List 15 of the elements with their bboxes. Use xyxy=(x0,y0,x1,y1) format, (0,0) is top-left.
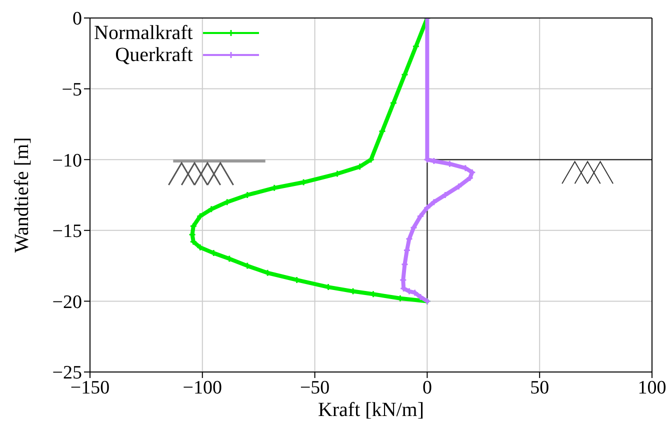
y-tick-label: 0 xyxy=(72,8,82,30)
y-tick-label: −15 xyxy=(52,221,82,242)
y-tick-label: −10 xyxy=(52,150,82,172)
y-tick-label: −5 xyxy=(62,80,82,101)
x-tick-label: 0 xyxy=(422,377,432,398)
x-tick-label: 50 xyxy=(530,377,550,398)
y-axis-title: Wandtiefe [m] xyxy=(11,137,33,253)
x-tick-label: −100 xyxy=(182,377,222,398)
legend-label: Querkraft xyxy=(115,44,193,66)
legend-label: Normalkraft xyxy=(94,22,193,44)
y-tick-label: −20 xyxy=(52,292,82,313)
y-tick-label: −25 xyxy=(52,362,82,384)
x-tick-label: −50 xyxy=(300,377,330,398)
x-tick-label: 100 xyxy=(638,377,666,398)
x-axis-title: Kraft [kN/m] xyxy=(318,399,424,421)
